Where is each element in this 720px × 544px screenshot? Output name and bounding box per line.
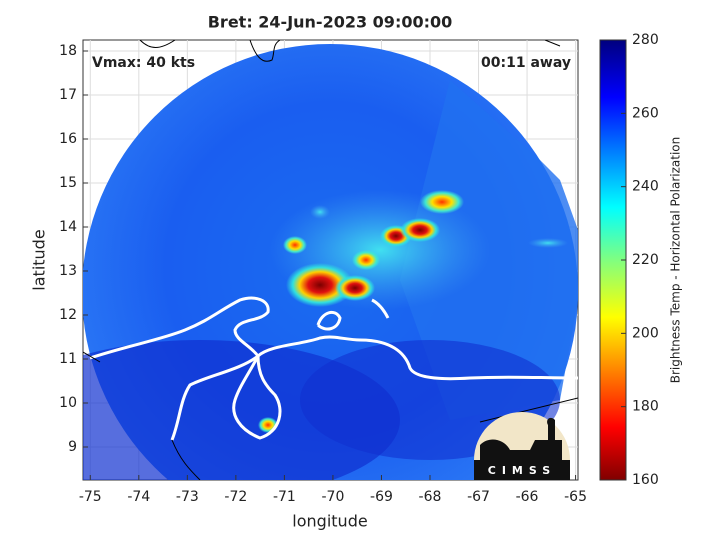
x-tick-label: -66: [516, 489, 539, 505]
colorbar-tick-label: 280: [632, 32, 659, 48]
x-tick-label: -72: [224, 489, 247, 505]
x-tick-label: -73: [176, 489, 199, 505]
x-tick-label: -74: [127, 489, 150, 505]
imagery: [83, 40, 578, 480]
x-tick-label: -68: [419, 489, 442, 505]
chart-title: Bret: 24-Jun-2023 09:00:00: [208, 13, 453, 32]
y-tick-label: 9: [68, 439, 77, 455]
y-tick-label: 17: [59, 87, 77, 103]
colorbar-tick-label: 260: [632, 105, 659, 121]
y-tick-label: 13: [59, 263, 77, 279]
x-tick-label: -65: [564, 489, 587, 505]
y-tick-label: 15: [59, 175, 77, 191]
y-tick-label: 18: [59, 43, 77, 59]
colorbar-tick-label: 220: [632, 252, 659, 268]
colorbar-tick-label: 200: [632, 325, 659, 341]
colorbar-tick-label: 160: [632, 472, 659, 488]
annotation: 00:11 away: [481, 55, 571, 71]
x-tick-label: -70: [321, 489, 344, 505]
x-tick-label: -71: [273, 489, 296, 505]
x-axis-label: longitude: [292, 512, 367, 531]
x-tick-label: -75: [79, 489, 102, 505]
colorbar-label: Brightness Temp - Horizontal Polarizatio…: [669, 137, 683, 384]
y-tick-label: 11: [59, 351, 77, 367]
y-tick-label: 16: [59, 131, 77, 147]
y-axis-label: latitude: [30, 229, 49, 290]
axes: -75 -74 -73 -72 -71 -70 -69 -68 -67 -66 -65 9 10 11 12…: [59, 43, 587, 505]
y-tick-label: 14: [59, 219, 77, 235]
logo: CIMSS: [474, 412, 570, 480]
x-tick-label: -69: [370, 489, 393, 505]
colorbar-tick-label: 180: [632, 399, 659, 415]
colorbar-tick-label: 240: [632, 179, 659, 195]
y-tick-label: 10: [59, 395, 77, 411]
x-tick-label: -67: [467, 489, 490, 505]
logo-text: CIMSS: [488, 464, 556, 477]
y-tick-label: 12: [59, 307, 77, 323]
colorbar-axis: 160 180 200 220 240 260 280: [621, 32, 659, 488]
annotation: Vmax: 40 kts: [92, 55, 195, 71]
